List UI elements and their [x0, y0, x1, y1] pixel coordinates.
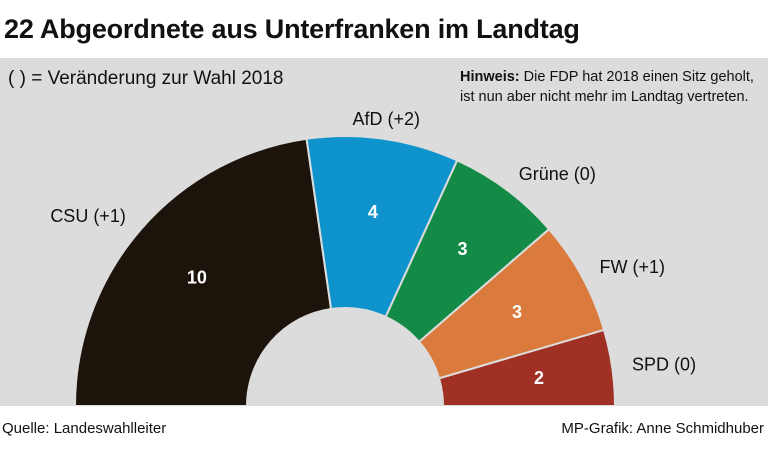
- note-text: Die FDP hat 2018 einen Sitz geholt, ist …: [460, 69, 754, 105]
- segment-afd: [305, 135, 459, 319]
- label-fw: FW (+1): [600, 257, 666, 277]
- half-donut-chart: 10 CSU (+1) 4 AfD (+2) 3 Grüne (0) 3 FW (+1) 2 SP…: [50, 109, 696, 406]
- value-csu: 10: [187, 268, 207, 288]
- value-spd: 2: [534, 368, 544, 388]
- label-csu: CSU (+1): [50, 206, 126, 226]
- note: Hinweis: Die FDP hat 2018 einen Sitz geh…: [460, 67, 760, 107]
- segment-csu: [73, 137, 333, 406]
- label-grüne: Grüne (0): [519, 164, 596, 184]
- source-text: Quelle: Landeswahlleiter: [2, 420, 167, 437]
- chart-subtitle: ( ) = Veränderung zur Wahl 2018: [8, 68, 284, 89]
- segment-spd: [437, 328, 617, 406]
- value-fw: 3: [512, 302, 522, 322]
- note-label: Hinweis:: [460, 69, 520, 85]
- label-afd: AfD (+2): [353, 109, 421, 129]
- value-grüne: 3: [457, 239, 467, 259]
- label-spd: SPD (0): [632, 355, 696, 375]
- credit-text: MP-Grafik: Anne Schmidhuber: [561, 420, 764, 437]
- value-afd: 4: [368, 202, 378, 222]
- chart-title: 22 Abgeordnete aus Unterfranken im Landt…: [4, 14, 580, 44]
- chart-panel: ( ) = Veränderung zur Wahl 2018 Hinweis:…: [0, 58, 768, 406]
